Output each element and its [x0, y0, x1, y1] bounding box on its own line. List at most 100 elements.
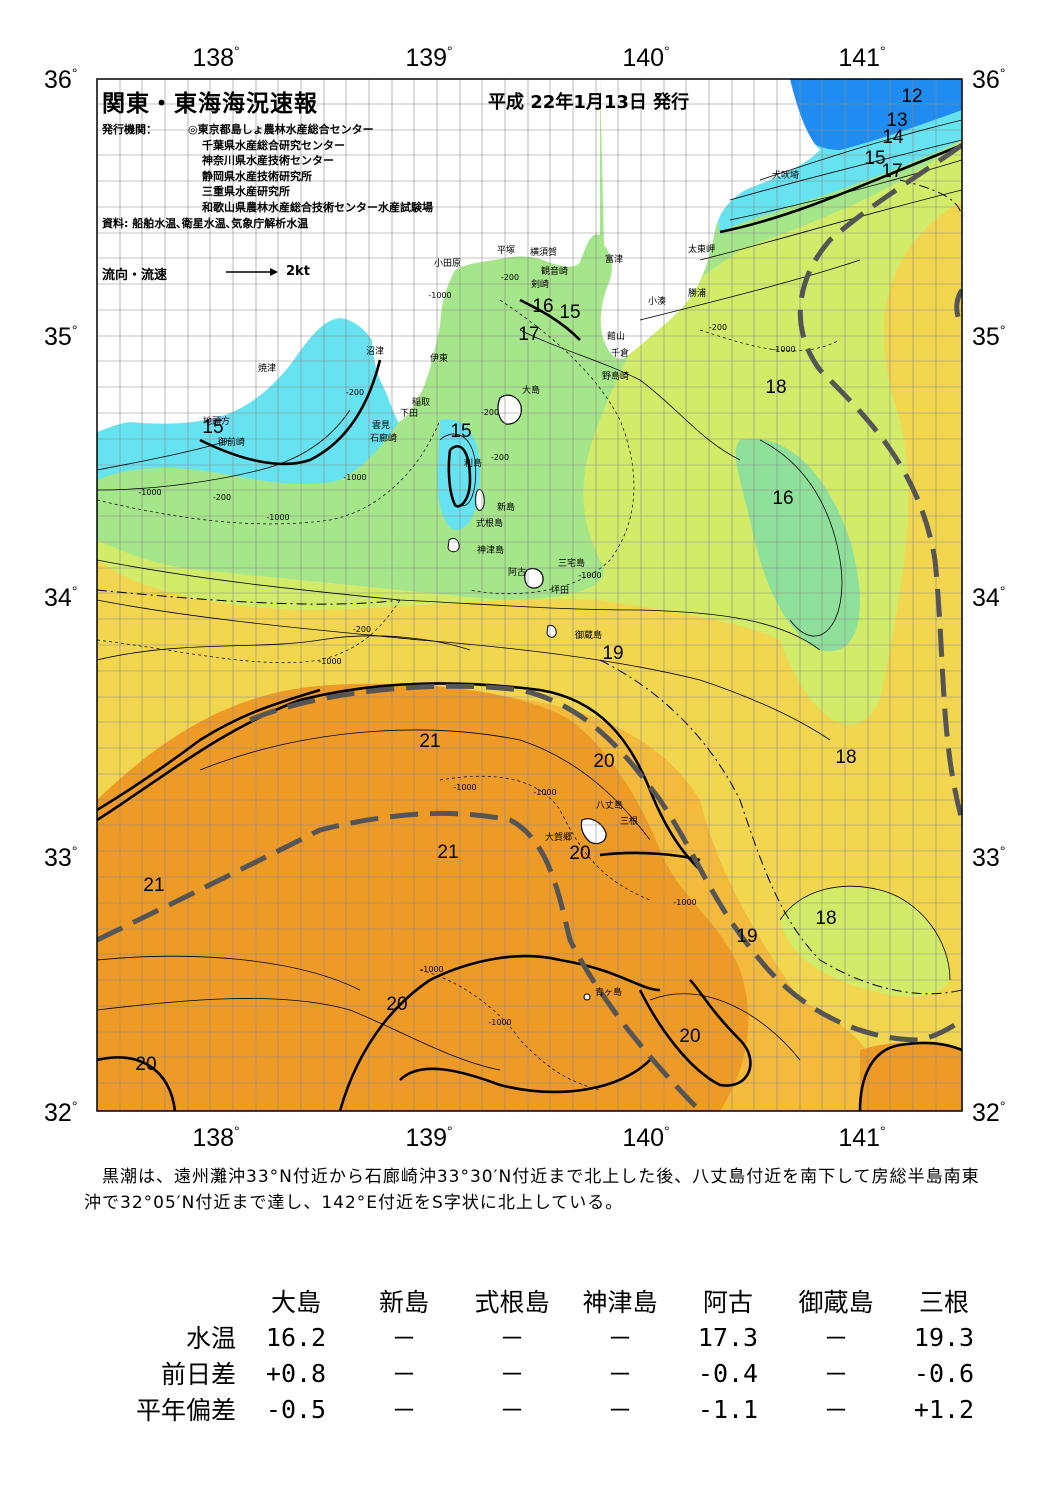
isotherm-label: 12: [901, 86, 922, 107]
row-header: 平年偏差: [135, 1396, 236, 1425]
isotherm-label: 17: [518, 324, 539, 345]
depth-label: -200: [481, 408, 499, 417]
table-cell: -1.1: [697, 1394, 759, 1424]
issue-date: 平成 22年1月13日 発行: [488, 92, 690, 113]
place-label: 石廊崎: [370, 432, 397, 444]
column-header: 新島: [378, 1288, 429, 1317]
table-cell: －: [391, 1324, 417, 1353]
isotherm-label: 13: [886, 110, 907, 131]
depth-label: -1000: [772, 345, 795, 354]
depth-label: -200: [353, 625, 371, 634]
lon-label-top: 140°: [622, 43, 669, 72]
column-header: 大島: [270, 1288, 321, 1317]
place-label: 坪田: [551, 585, 569, 596]
depth-label: -1000: [420, 965, 443, 974]
lat-label-left: 34°: [44, 583, 77, 612]
table-cell: －: [607, 1360, 633, 1389]
depth-label: -1000: [488, 1018, 511, 1027]
table-cell: －: [607, 1324, 633, 1353]
lon-label-bottom: 139°: [405, 1123, 452, 1152]
lon-label-top: 141°: [838, 43, 885, 72]
lat-label-right: 32°: [972, 1098, 1005, 1127]
place-label: 大賀郷: [545, 831, 572, 843]
place-label: 剣崎: [531, 278, 549, 290]
place-label: 地頭方: [203, 415, 230, 427]
row-header: 水温: [185, 1324, 236, 1353]
lon-label-bottom: 141°: [838, 1123, 885, 1152]
lon-label-top: 138°: [192, 43, 239, 72]
isotherm-label: 20: [593, 751, 614, 772]
isotherm-label: 14: [882, 127, 904, 148]
table-cell: 17.3: [697, 1322, 759, 1352]
isotherm-label: 17: [881, 161, 902, 182]
place-label: 御前崎: [218, 436, 245, 448]
place-label: 御蔵島: [575, 629, 602, 641]
isotherm-label: 15: [450, 421, 471, 442]
publisher-item: 和歌山県農林水産総合技術センター水産試験場: [202, 200, 433, 214]
publisher-label: 発行機関：: [102, 123, 157, 136]
place-label: 阿古: [508, 566, 526, 578]
depth-label: -1000: [453, 783, 476, 792]
place-label: 新島: [497, 501, 515, 513]
table-cell: －: [823, 1324, 849, 1353]
lat-label-right: 35°: [972, 322, 1005, 351]
lat-label-left: 36°: [44, 65, 77, 94]
lat-label-left: 32°: [44, 1098, 77, 1127]
column-header: 式根島: [474, 1288, 550, 1317]
lon-label-bottom: 140°: [622, 1123, 669, 1152]
place-label: 千倉: [611, 347, 629, 359]
table-cell: －: [391, 1360, 417, 1389]
depth-label: -1000: [343, 473, 366, 482]
lon-label-bottom: 138°: [192, 1123, 239, 1152]
column-header: 三根: [918, 1288, 969, 1317]
publisher-item: 千葉県水産総合研究センター: [202, 138, 345, 152]
table-cell: -0.6: [913, 1358, 975, 1388]
depth-labels: -200 -1000 -200 -1000 -200 -200 -200 -1000 -1000…: [138, 273, 795, 1027]
place-label: 勝浦: [688, 287, 706, 299]
publisher-item: 静岡県水産技術研究所: [202, 169, 312, 183]
table-cell: 19.3: [913, 1322, 975, 1352]
place-label: 焼津: [258, 363, 276, 374]
isotherm-label: 18: [815, 908, 836, 929]
isotherm-label: 16: [772, 488, 793, 509]
depth-label: -1000: [533, 788, 556, 797]
summary-text: 黒潮は、遠州灘沖33°N付近から石廊崎沖33°30′N付近まで北上した後、八丈島…: [84, 1167, 980, 1213]
depth-label: -1000: [673, 898, 696, 907]
lat-label-right: 33°: [972, 843, 1005, 872]
isotherm-label: 20: [386, 994, 407, 1015]
place-label: 三根: [620, 815, 638, 827]
graticule: [97, 79, 962, 1111]
table-cell: +0.8: [265, 1358, 327, 1388]
row-header: 前日差: [160, 1360, 236, 1389]
isotherm-label: 19: [736, 926, 757, 947]
place-label: 館山: [607, 330, 625, 342]
table-row: 前日差 +0.8 － － － -0.4 － -0.6: [96, 1355, 998, 1391]
publisher-list: 発行機関： ◎東京都島しょ農林水産総合センター 千葉県水産総合研究センター 神奈川…: [102, 122, 433, 231]
place-label: 青ヶ島: [595, 986, 622, 998]
table-row: 水温 16.2 － － － 17.3 － 19.3: [96, 1319, 998, 1355]
place-label: 太東岬: [688, 243, 715, 255]
sea-temperature-map: 138° 138° 139° 139° 140° 140° 141° 141° 36° 36° 35…: [44, 43, 1005, 1152]
table-cell: -0.4: [697, 1358, 759, 1388]
isotherm-label: 21: [419, 731, 440, 752]
island-temperature-table: 大島 新島 式根島 神津島 阿古 御蔵島 三根 水温 16.2 － － － 17…: [96, 1283, 998, 1427]
place-label: 雲見: [372, 420, 390, 431]
data-source: 資料: 船舶水温､衛星水温､気象庁解析水温: [102, 216, 309, 230]
place-label: 観音崎: [541, 265, 568, 277]
isotherm-label: 15: [864, 148, 885, 169]
depth-label: -200: [213, 493, 231, 502]
place-label: 横須賀: [530, 246, 557, 258]
lat-label-left: 33°: [44, 843, 77, 872]
table-corner: [96, 1283, 242, 1319]
depth-label: -1000: [138, 488, 161, 497]
depth-label: -200: [501, 273, 519, 282]
place-label: 式根島: [476, 517, 503, 529]
isotherm-label: 18: [835, 747, 856, 768]
place-label: 野島崎: [602, 370, 629, 382]
column-header: 神津島: [582, 1288, 658, 1317]
isotherm-label: 21: [437, 842, 458, 863]
table-cell: 16.2: [265, 1322, 327, 1352]
table-cell: －: [823, 1360, 849, 1389]
lat-label-left: 35°: [44, 322, 77, 351]
